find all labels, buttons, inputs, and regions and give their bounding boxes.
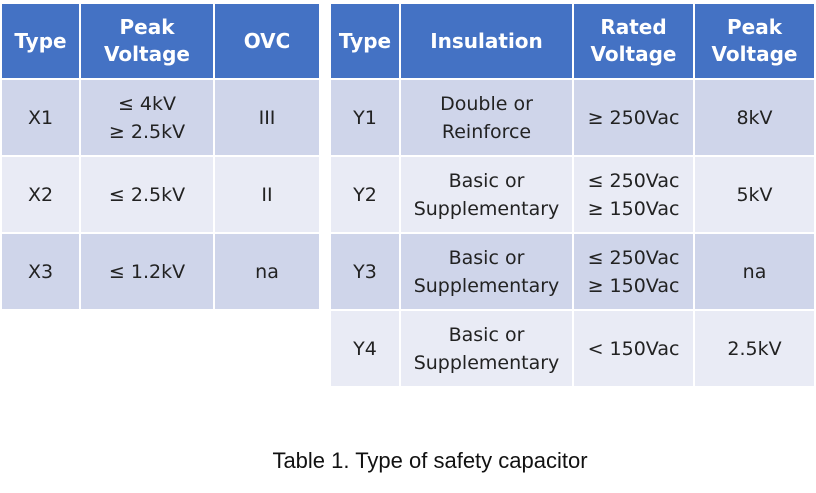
table-row: Y4 Basic or Supplementary < 150Vac 2.5kV bbox=[329, 309, 816, 388]
table-row: X1 ≤ 4kV ≥ 2.5kV III bbox=[0, 78, 321, 157]
x-cell-peak-voltage: ≤ 1.2kV bbox=[79, 232, 215, 311]
y-cell-peak-voltage: 2.5kV bbox=[693, 309, 816, 388]
cell-text-line: na bbox=[742, 260, 767, 283]
cell-text-line: Y3 bbox=[353, 260, 377, 283]
x-cell-ovc: III bbox=[213, 78, 321, 157]
x-table-header-row: Type Peak Voltage OVC bbox=[0, 2, 321, 80]
y-cell-peak-voltage: na bbox=[693, 232, 816, 311]
cell-text-line: Voltage bbox=[104, 42, 190, 66]
x-cell-peak-voltage: ≤ 4kV ≥ 2.5kV bbox=[79, 78, 215, 157]
table-caption: Table 1. Type of safety capacitor bbox=[272, 448, 588, 473]
cell-text-line: II bbox=[261, 183, 273, 206]
cell-text-line: Supplementary bbox=[413, 197, 560, 220]
y-cell-insulation: Basic or Supplementary bbox=[399, 155, 574, 234]
y-cell-rated-voltage: ≤ 250Vac ≥ 150Vac bbox=[572, 155, 695, 234]
cell-text-line: Type bbox=[338, 28, 392, 53]
x-cell-type: X3 bbox=[0, 232, 81, 311]
cell-text-line: < 150Vac bbox=[587, 337, 680, 360]
cell-text-line: Basic or bbox=[448, 169, 525, 192]
cell-text-line: 2.5kV bbox=[727, 337, 782, 360]
x-header-ovc: OVC bbox=[213, 2, 321, 80]
y-cell-insulation: Basic or Supplementary bbox=[399, 232, 574, 311]
cell-text-line: ≤ 250Vac bbox=[587, 246, 680, 269]
y-cell-peak-voltage: 8kV bbox=[693, 78, 816, 157]
cell-text-line: na bbox=[255, 260, 279, 283]
y-cell-type: Y3 bbox=[329, 232, 401, 311]
y-cell-rated-voltage: ≥ 250Vac bbox=[572, 78, 695, 157]
cell-text-line: X2 bbox=[27, 183, 54, 206]
cell-text-line: OVC bbox=[243, 28, 291, 53]
cell-text-line: 8kV bbox=[736, 106, 773, 129]
cell-text-line: Voltage bbox=[590, 42, 677, 66]
cell-text-line: X3 bbox=[27, 260, 54, 283]
y-header-insulation: Insulation bbox=[399, 2, 574, 80]
x-cell-ovc: II bbox=[213, 155, 321, 234]
table-row: Y2 Basic or Supplementary ≤ 250Vac ≥ 150Va… bbox=[329, 155, 816, 234]
cell-text-line: Peak bbox=[726, 15, 783, 39]
y-cell-peak-voltage: 5kV bbox=[693, 155, 816, 234]
cell-text-line: III bbox=[258, 106, 276, 129]
cell-text-line: ≤ 250Vac bbox=[587, 169, 680, 192]
y-cell-type: Y1 bbox=[329, 78, 401, 157]
cell-text-line: Basic or bbox=[448, 246, 525, 269]
x-header-peak-voltage: Peak Voltage bbox=[79, 2, 215, 80]
cell-text-line: ≤ 4kV bbox=[117, 92, 177, 115]
y-cell-rated-voltage: < 150Vac bbox=[572, 309, 695, 388]
y-cell-rated-voltage: ≤ 250Vac ≥ 150Vac bbox=[572, 232, 695, 311]
cell-text-line: Supplementary bbox=[413, 274, 560, 297]
table-row: Y3 Basic or Supplementary ≤ 250Vac ≥ 150Va… bbox=[329, 232, 816, 311]
cell-text-line: Voltage bbox=[711, 42, 798, 66]
y-cell-insulation: Basic or Supplementary bbox=[399, 309, 574, 388]
cell-text-line: Insulation bbox=[430, 28, 543, 53]
x-cell-ovc: na bbox=[213, 232, 321, 311]
cell-text-line: Y2 bbox=[353, 183, 377, 206]
x-header-type: Type bbox=[0, 2, 81, 80]
cell-text-line: Y4 bbox=[353, 337, 377, 360]
cell-text-line: ≤ 2.5kV bbox=[108, 183, 186, 206]
cell-text-line: 5kV bbox=[736, 183, 773, 206]
y-cell-type: Y2 bbox=[329, 155, 401, 234]
x-cell-peak-voltage: ≤ 2.5kV bbox=[79, 155, 215, 234]
x-cell-type: X1 bbox=[0, 78, 81, 157]
y-cell-type: Y4 bbox=[329, 309, 401, 388]
y-cell-insulation: Double or Reinforce bbox=[399, 78, 574, 157]
cell-text-line: Rated bbox=[600, 15, 667, 39]
cell-text-line: Type bbox=[14, 28, 67, 53]
cell-text-line: Double or bbox=[440, 92, 533, 115]
cell-text-line: ≥ 150Vac bbox=[587, 274, 680, 297]
cell-text-line: Basic or bbox=[448, 323, 525, 346]
y-header-peak-voltage: Peak Voltage bbox=[693, 2, 816, 80]
table-row: Y1 Double or Reinforce ≥ 250Vac 8kV bbox=[329, 78, 816, 157]
cell-text-line: Reinforce bbox=[441, 120, 532, 143]
y-table-header-row: Type Insulation Rated Voltage Peak Voltage bbox=[329, 2, 816, 80]
cell-text-line: Y1 bbox=[353, 106, 377, 129]
cell-text-line: ≥ 250Vac bbox=[587, 106, 680, 129]
cell-text-line: ≥ 2.5kV bbox=[108, 120, 186, 143]
y-header-type: Type bbox=[329, 2, 401, 80]
x-capacitor-table: Type Peak Voltage OVC X1 ≤ 4kV ≥ 2.5kV III… bbox=[0, 2, 321, 311]
cell-text-line: X1 bbox=[27, 106, 54, 129]
cell-text-line: Peak bbox=[119, 15, 175, 39]
y-header-rated-voltage: Rated Voltage bbox=[572, 2, 695, 80]
cell-text-line: ≤ 1.2kV bbox=[108, 260, 186, 283]
cell-text-line: ≥ 150Vac bbox=[587, 197, 680, 220]
cell-text-line: Supplementary bbox=[413, 351, 560, 374]
x-cell-type: X2 bbox=[0, 155, 81, 234]
table-row: X3 ≤ 1.2kV na bbox=[0, 232, 321, 311]
y-capacitor-table: Type Insulation Rated Voltage Peak Voltage… bbox=[329, 2, 816, 388]
table-row: X2 ≤ 2.5kV II bbox=[0, 155, 321, 234]
